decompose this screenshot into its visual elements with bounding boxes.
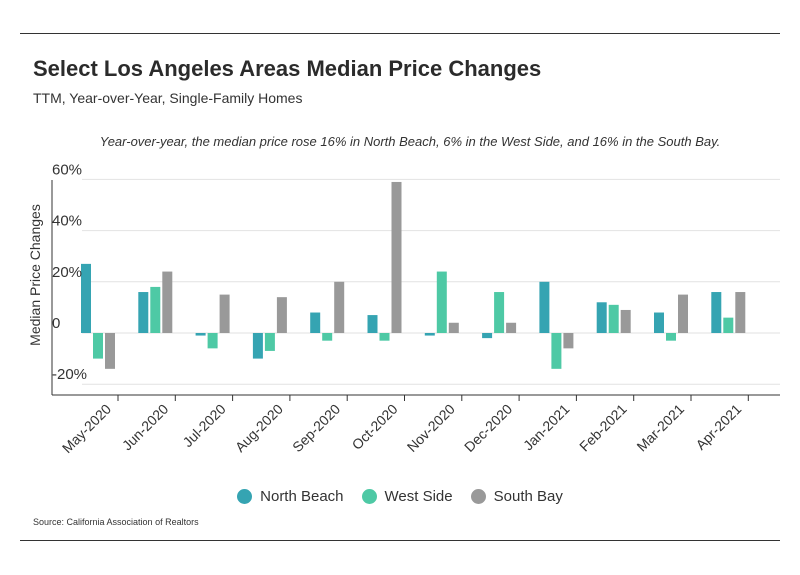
bar-north-beach [252, 333, 263, 359]
bar-south-bay [735, 292, 746, 333]
axes [51, 180, 780, 401]
source-note: Source: California Association of Realto… [33, 517, 199, 527]
y-tick-label: -20% [52, 366, 87, 383]
legend-swatch-south-bay [470, 489, 486, 504]
bar-south-bay [448, 322, 459, 333]
bar-north-beach [424, 333, 435, 336]
bar-south-bay [276, 297, 287, 333]
y-tick-label: 0 [52, 315, 60, 332]
bar-south-bay [563, 333, 574, 349]
legend-item-north-beach[interactable]: North Beach [237, 488, 344, 505]
y-tick-label: 60% [52, 161, 82, 178]
x-tick-label: May-2020 [59, 401, 114, 456]
x-tick-label: Sep-2020 [289, 401, 343, 455]
legend-label-west-side: West Side [384, 488, 453, 505]
x-tick-label: Aug-2020 [232, 401, 286, 455]
bar-north-beach [367, 315, 378, 333]
bar-south-bay [620, 309, 631, 333]
bar-north-beach [310, 312, 321, 333]
bar-south-bay [506, 322, 517, 333]
bar-west-side [608, 304, 619, 333]
bar-north-beach [654, 312, 664, 333]
bar-south-bay [219, 294, 230, 333]
x-tick-label: Oct-2020 [349, 401, 401, 453]
x-tick-label: Nov-2020 [404, 401, 458, 455]
bar-west-side [551, 333, 562, 369]
bar-south-bay [162, 271, 173, 333]
bar-north-beach [711, 292, 722, 333]
bar-west-side [494, 292, 505, 333]
bar-west-side [379, 333, 390, 341]
bar-north-beach [596, 302, 607, 333]
bar-north-beach [195, 333, 206, 336]
bar-west-side [264, 333, 275, 351]
legend: North Beach West Side South Bay [0, 488, 800, 505]
x-tick-label: Dec-2020 [461, 401, 515, 455]
bar-west-side [436, 271, 447, 333]
bar-south-bay [391, 181, 402, 333]
legend-label-north-beach: North Beach [260, 488, 344, 505]
x-tick-label: Jun-2020 [119, 401, 172, 454]
chart-title: Select Los Angeles Areas Median Price Ch… [33, 56, 542, 81]
legend-swatch-north-beach [237, 489, 253, 504]
x-tick-label: Apr-2021 [692, 401, 744, 453]
x-tick-label: Mar-2021 [633, 401, 687, 455]
bar-west-side [207, 333, 218, 349]
x-tick-label: Jan-2021 [520, 401, 573, 454]
bars [81, 181, 746, 369]
bar-north-beach [539, 281, 550, 333]
chart-subtitle: TTM, Year-over-Year, Single-Family Homes [33, 90, 303, 106]
bar-west-side [723, 317, 734, 333]
y-tick-label: 40% [52, 213, 82, 230]
bar-west-side [666, 333, 676, 341]
x-tick-label: Feb-2021 [576, 401, 630, 455]
bar-south-bay [678, 294, 688, 333]
y-tick-label: 20% [52, 264, 82, 281]
axis-labels: -20% 0 20% 40% 60% Median Price Changes May-20… [27, 161, 745, 456]
bar-north-beach [138, 292, 149, 333]
legend-label-south-bay: South Bay [493, 488, 563, 505]
bar-west-side [150, 286, 161, 333]
legend-swatch-west-side [361, 489, 377, 504]
bar-south-bay [334, 281, 345, 333]
chart-annotation: Year-over-year, the median price rose 16… [99, 134, 721, 149]
bar-west-side [322, 333, 333, 341]
bar-west-side [93, 333, 103, 359]
bottom-rule [20, 540, 780, 541]
y-axis-title: Median Price Changes [27, 204, 43, 346]
legend-item-south-bay[interactable]: South Bay [470, 488, 563, 505]
bar-south-bay [105, 333, 115, 369]
bar-north-beach [81, 263, 91, 333]
legend-item-west-side[interactable]: West Side [361, 488, 453, 505]
top-rule [20, 33, 780, 34]
gridlines [82, 178, 780, 385]
bar-north-beach [482, 333, 493, 339]
x-tick-label: Jul-2020 [179, 401, 228, 450]
